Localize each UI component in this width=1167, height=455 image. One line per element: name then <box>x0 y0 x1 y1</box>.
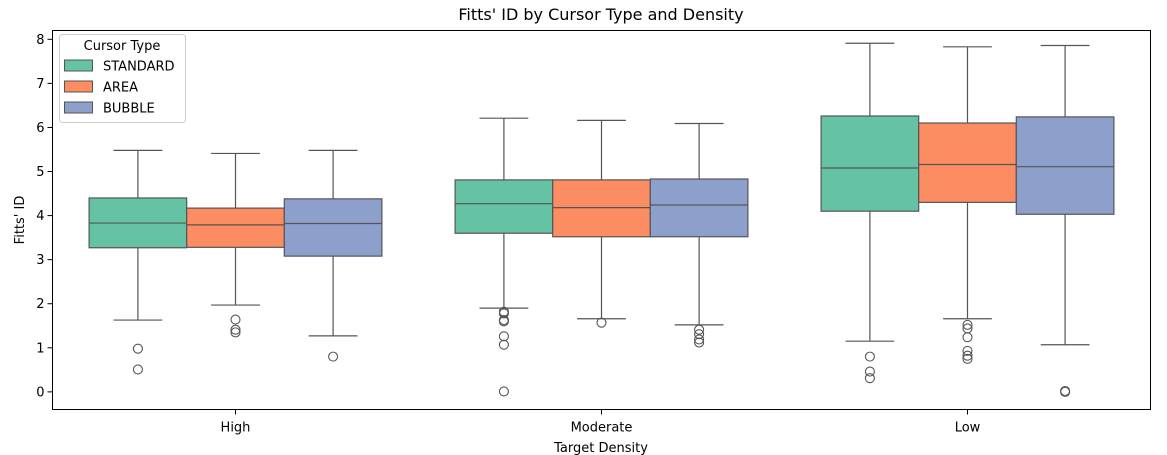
legend-label-bubble: BUBBLE <box>103 102 155 117</box>
legend-items: STANDARD AREA BUBBLE <box>64 59 175 117</box>
y-tick-label: 7 <box>36 77 44 92</box>
box <box>283 198 383 257</box>
x-axis: High Moderate Low <box>221 409 981 436</box>
y-tick-label: 5 <box>36 165 44 180</box>
box-group-standard-low <box>820 42 920 384</box>
box-group-area-low <box>918 46 1017 364</box>
box <box>454 179 554 234</box>
outlier-point <box>498 331 509 342</box>
outlier-point <box>962 350 973 361</box>
legend-title: Cursor Type <box>84 39 161 54</box>
box <box>649 178 749 238</box>
y-axis-label: Fitts' ID <box>13 196 28 245</box>
outlier-point <box>498 339 509 350</box>
legend-frame <box>59 34 186 123</box>
y-tick-label: 6 <box>36 121 44 136</box>
outlier-point <box>962 345 973 356</box>
y-tick-label: 4 <box>36 209 44 224</box>
outlier-point <box>694 334 705 345</box>
outlier-point <box>230 327 241 338</box>
x-axis-label: Target Density <box>553 441 648 455</box>
box <box>1015 116 1115 215</box>
box <box>552 179 651 238</box>
outlier-point <box>132 364 143 375</box>
outlier-point <box>230 314 241 325</box>
box <box>820 115 920 212</box>
outlier-point <box>1060 386 1071 397</box>
y-tick-label: 0 <box>36 385 44 400</box>
box-group-standard-moderate <box>454 117 554 397</box>
chart-title: Fitts' ID by Cursor Type and Density <box>458 5 743 24</box>
legend-label-area: AREA <box>103 81 138 96</box>
legend-swatch-area <box>64 80 93 93</box>
y-tick-label: 8 <box>36 33 44 48</box>
outlier-point <box>962 319 973 330</box>
y-tick-label: 3 <box>36 253 44 268</box>
legend-label-standard: STANDARD <box>103 60 175 75</box>
box-group-area-moderate <box>552 119 651 328</box>
outlier-point <box>132 343 143 354</box>
box-group-bubble-moderate <box>649 122 749 348</box>
legend-swatch-bubble <box>64 101 93 114</box>
outlier-point <box>962 332 973 343</box>
outlier-point <box>498 386 509 397</box>
y-tick-label: 2 <box>36 297 44 312</box>
outlier-point <box>328 351 339 362</box>
box-group-standard-high <box>88 149 188 375</box>
x-tick-label: Low <box>955 421 981 436</box>
legend: Cursor Type STANDARD AREA BUBBLE <box>59 34 186 123</box>
box <box>918 122 1017 203</box>
y-tick-label: 1 <box>36 341 44 356</box>
box-group-bubble-high <box>283 149 383 362</box>
outlier-point <box>864 351 875 362</box>
outlier-point <box>694 337 705 348</box>
x-tick-label: Moderate <box>571 421 633 436</box>
outlier-point <box>694 329 705 340</box>
box-group-bubble-low <box>1015 44 1115 397</box>
x-tick-label: High <box>221 421 251 436</box>
outlier-point <box>498 316 509 327</box>
box-marks <box>88 42 1115 397</box>
outlier-point <box>596 317 607 328</box>
plot-area <box>52 30 1151 410</box>
outlier-point <box>230 324 241 335</box>
box <box>186 207 285 248</box>
y-axis: 0 1 2 3 4 5 6 7 8 <box>36 33 53 400</box>
legend-swatch-standard <box>64 59 93 72</box>
outlier-point <box>864 373 875 384</box>
outlier-point <box>694 324 705 335</box>
box-group-area-high <box>186 152 285 338</box>
outlier-point <box>498 308 509 319</box>
outlier-point <box>962 353 973 364</box>
outlier-point <box>864 366 875 377</box>
